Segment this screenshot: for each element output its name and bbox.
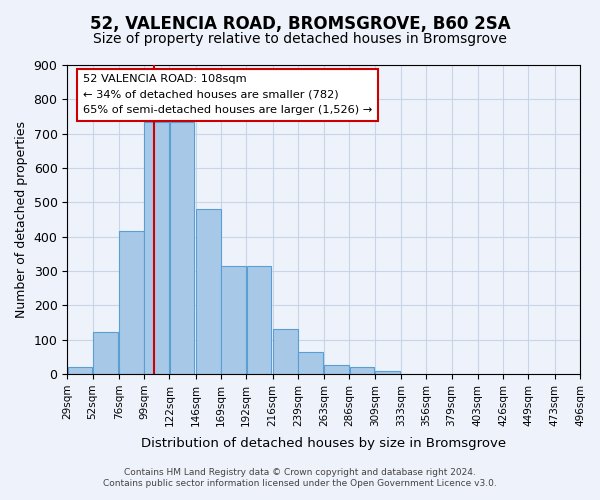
Bar — [68, 367, 92, 374]
Bar — [93, 332, 118, 374]
Bar — [170, 122, 194, 374]
Bar — [196, 209, 221, 374]
Bar — [580, 372, 600, 374]
Bar — [325, 366, 349, 374]
Text: Contains HM Land Registry data © Crown copyright and database right 2024.
Contai: Contains HM Land Registry data © Crown c… — [103, 468, 497, 487]
Text: 52, VALENCIA ROAD, BROMSGROVE, B60 2SA: 52, VALENCIA ROAD, BROMSGROVE, B60 2SA — [89, 15, 511, 33]
X-axis label: Distribution of detached houses by size in Bromsgrove: Distribution of detached houses by size … — [141, 437, 506, 450]
Bar — [221, 266, 246, 374]
Bar — [375, 370, 400, 374]
Text: 52 VALENCIA ROAD: 108sqm
← 34% of detached houses are smaller (782)
65% of semi-: 52 VALENCIA ROAD: 108sqm ← 34% of detach… — [83, 74, 372, 116]
Bar — [350, 367, 374, 374]
Y-axis label: Number of detached properties: Number of detached properties — [15, 121, 28, 318]
Bar — [298, 352, 323, 374]
Bar — [247, 266, 271, 374]
Bar — [119, 230, 144, 374]
Bar — [273, 330, 298, 374]
Text: Size of property relative to detached houses in Bromsgrove: Size of property relative to detached ho… — [93, 32, 507, 46]
Bar — [145, 122, 169, 374]
